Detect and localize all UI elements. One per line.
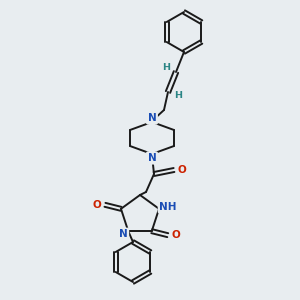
Text: NH: NH bbox=[159, 202, 177, 212]
Text: N: N bbox=[148, 153, 156, 163]
Text: O: O bbox=[178, 165, 186, 175]
Text: H: H bbox=[162, 62, 170, 71]
Text: O: O bbox=[93, 200, 101, 210]
Text: O: O bbox=[171, 230, 180, 240]
Text: H: H bbox=[174, 91, 182, 100]
Text: N: N bbox=[119, 229, 128, 239]
Text: N: N bbox=[148, 113, 156, 123]
